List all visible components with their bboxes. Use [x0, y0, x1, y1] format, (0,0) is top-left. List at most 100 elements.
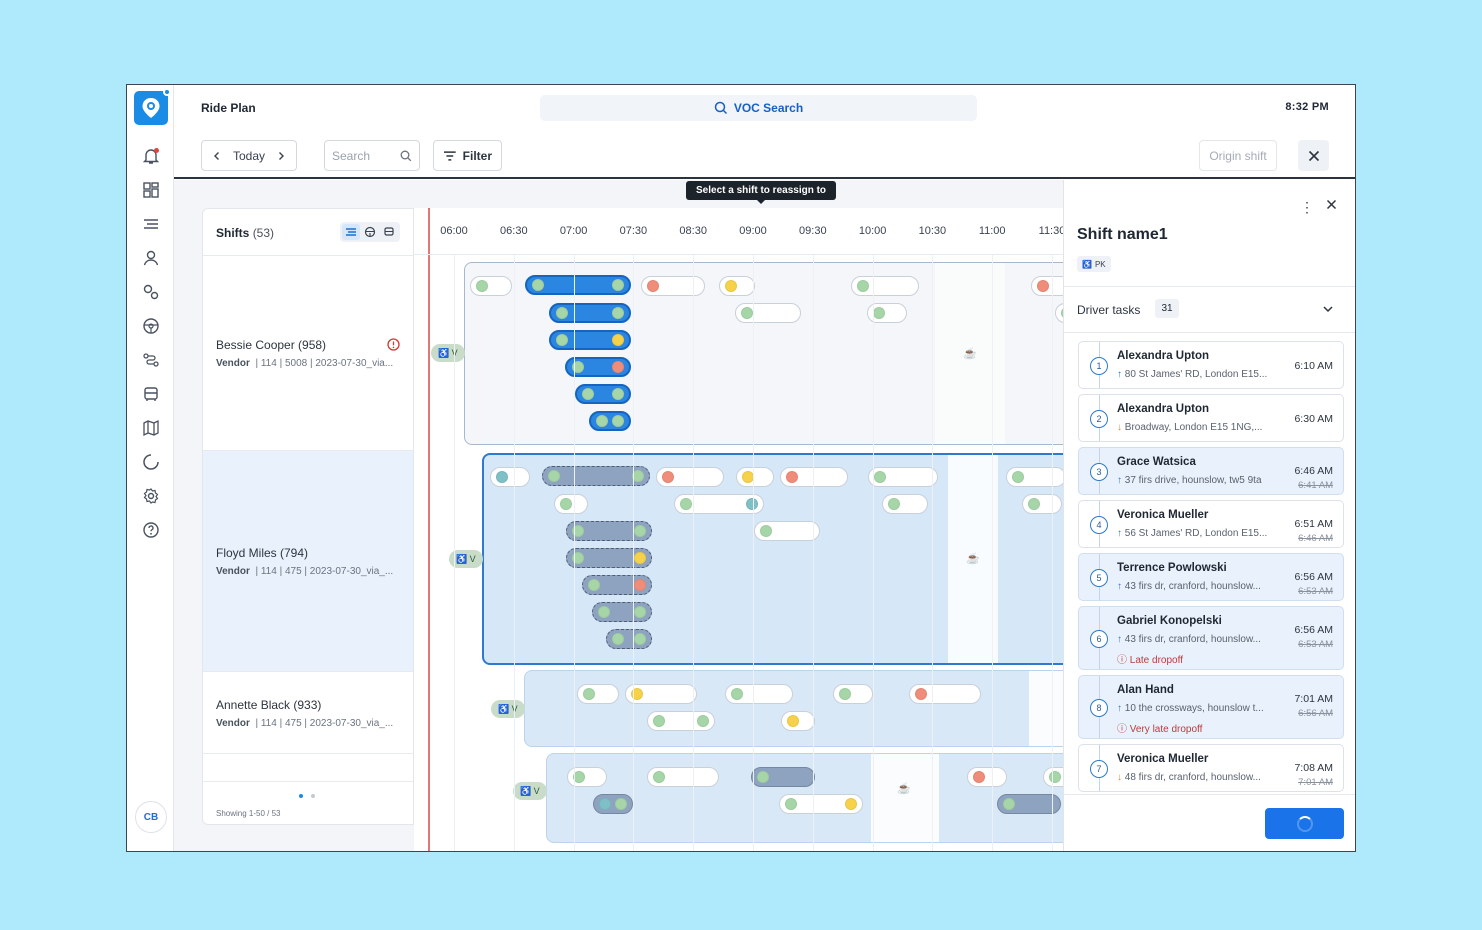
search-input[interactable]: Search: [324, 140, 420, 171]
task-card[interactable]: 5 Terrence Powlowski ↑ 43 firs dr, cranfor…: [1078, 553, 1344, 601]
stop-dot: [680, 498, 692, 510]
trip-pill[interactable]: [1031, 276, 1063, 296]
task-card[interactable]: 7 Veronica Mueller ↓ 48 firs dr, cranford,…: [1078, 744, 1344, 792]
task-card[interactable]: 4 Veronica Mueller ↑ 56 St James' RD, Lond…: [1078, 500, 1344, 548]
trip-pill[interactable]: [470, 276, 512, 296]
trip-pill[interactable]: [575, 384, 631, 404]
chevron-down-icon[interactable]: [1322, 302, 1334, 320]
stop-dot: [731, 688, 743, 700]
settings-icon[interactable]: [141, 486, 161, 506]
pickup-arrow-icon: ↑: [1117, 528, 1125, 539]
map-icon[interactable]: [141, 418, 161, 438]
close-drawer-button[interactable]: [1326, 197, 1337, 215]
trip-pill[interactable]: [542, 466, 650, 486]
trip-pill[interactable]: [851, 276, 919, 296]
trip-pill[interactable]: [549, 303, 631, 323]
trip-pill[interactable]: [593, 794, 633, 814]
trip-pill[interactable]: [525, 275, 631, 295]
trip-pill[interactable]: [867, 303, 907, 323]
task-card[interactable]: 8 Alan Hand ↑ 10 the crossways, hounslow t…: [1078, 675, 1344, 739]
vehicle-view-icon[interactable]: [380, 224, 398, 240]
trip-pill[interactable]: [565, 357, 631, 377]
trip-pill[interactable]: [882, 494, 928, 514]
trip-pill[interactable]: [656, 467, 724, 487]
trip-pill[interactable]: [582, 575, 652, 595]
trip-pill[interactable]: [566, 548, 652, 568]
origin-shift-button[interactable]: Origin shift: [1199, 140, 1277, 171]
shift-block[interactable]: ☕: [546, 753, 1063, 843]
shift-row[interactable]: Bessie Cooper (958) Vendor | 114 | 5008 …: [203, 256, 413, 451]
shift-row[interactable]: Floyd Miles (794) Vendor | 114 | 475 | 2…: [203, 451, 413, 672]
filter-button[interactable]: Filter: [433, 140, 502, 171]
shift-meta: Vendor | 114 | 475 | 2023-07-30_via_...: [216, 566, 394, 577]
trip-pill[interactable]: [674, 494, 764, 514]
shift-row[interactable]: Annette Black (933) Vendor | 114 | 475 |…: [203, 672, 413, 754]
clock: 8:32 PM: [1285, 101, 1329, 113]
trip-pill[interactable]: [549, 330, 631, 350]
trip-pill[interactable]: [909, 684, 981, 704]
dashboard-icon[interactable]: [141, 180, 161, 200]
trip-pill[interactable]: [1022, 494, 1062, 514]
trip-pill[interactable]: [592, 602, 652, 622]
trip-pill[interactable]: [606, 629, 652, 649]
trip-pill[interactable]: [1055, 303, 1063, 323]
voc-search-button[interactable]: VOC Search: [540, 95, 977, 121]
pager-dots[interactable]: [299, 794, 315, 798]
trip-pill[interactable]: [719, 276, 755, 296]
trip-pill[interactable]: [641, 276, 705, 296]
trip-pill[interactable]: [780, 467, 848, 487]
trip-pill[interactable]: [725, 684, 793, 704]
ride-plan-icon[interactable]: [141, 214, 161, 234]
accessibility-badge: ♿ PK: [1077, 256, 1111, 272]
trip-pill[interactable]: [751, 767, 815, 787]
trip-pill[interactable]: [779, 794, 863, 814]
steering-wheel-icon[interactable]: [141, 316, 161, 336]
trip-pill[interactable]: [566, 521, 652, 541]
chevron-right-icon[interactable]: [276, 151, 286, 161]
trip-pill[interactable]: [1006, 467, 1063, 487]
shift-block[interactable]: ☕: [464, 262, 1063, 445]
trip-pill[interactable]: [781, 711, 815, 731]
trip-pill[interactable]: [736, 467, 774, 487]
stop-dot: [612, 307, 624, 319]
trip-pill[interactable]: [754, 521, 820, 541]
trip-pill[interactable]: [997, 794, 1061, 814]
shift-row[interactable]: [203, 754, 413, 782]
shift-block[interactable]: [524, 670, 1063, 747]
loading-icon[interactable]: [141, 452, 161, 472]
trip-pill[interactable]: [1043, 767, 1063, 787]
driver-view-icon[interactable]: [361, 224, 379, 240]
trip-pill[interactable]: [647, 711, 715, 731]
locations-icon[interactable]: [141, 282, 161, 302]
user-icon[interactable]: [141, 248, 161, 268]
trip-pill[interactable]: [833, 684, 873, 704]
shift-block-selected[interactable]: ☕: [482, 453, 1063, 665]
app-logo[interactable]: [134, 88, 171, 125]
warning-icon: ⓘ: [1117, 655, 1127, 666]
trip-pill[interactable]: [554, 494, 588, 514]
task-card[interactable]: 3 Grace Watsica ↑ 37 firs drive, hounslow,…: [1078, 447, 1344, 495]
trip-pill[interactable]: [589, 411, 631, 431]
vehicle-icon[interactable]: [141, 384, 161, 404]
close-reassign-button[interactable]: [1298, 140, 1329, 171]
task-card[interactable]: 1 Alexandra Upton ↑ 80 St James' RD, Londo…: [1078, 341, 1344, 389]
chevron-left-icon[interactable]: [212, 151, 222, 161]
trip-pill[interactable]: [577, 684, 619, 704]
trip-pill[interactable]: [625, 684, 697, 704]
notifications-icon[interactable]: [141, 146, 161, 166]
submit-button[interactable]: [1265, 808, 1344, 839]
trip-pill[interactable]: [647, 767, 719, 787]
trip-pill[interactable]: [567, 767, 607, 787]
more-options-icon[interactable]: ⋮: [1300, 199, 1314, 215]
today-button[interactable]: Today: [232, 148, 266, 163]
trip-pill[interactable]: [868, 467, 938, 487]
timeline-view-icon[interactable]: [342, 224, 361, 240]
trip-pill[interactable]: [967, 767, 1007, 787]
task-card[interactable]: 6 Gabriel Konopelski ↑ 43 firs dr, cranfor…: [1078, 606, 1344, 670]
route-icon[interactable]: [141, 350, 161, 370]
task-card[interactable]: 2 Alexandra Upton ↓ Broadway, London E15 1…: [1078, 394, 1344, 442]
trip-pill[interactable]: [735, 303, 801, 323]
avatar[interactable]: CB: [135, 801, 167, 833]
trip-pill[interactable]: [490, 467, 530, 487]
help-icon[interactable]: [141, 520, 161, 540]
